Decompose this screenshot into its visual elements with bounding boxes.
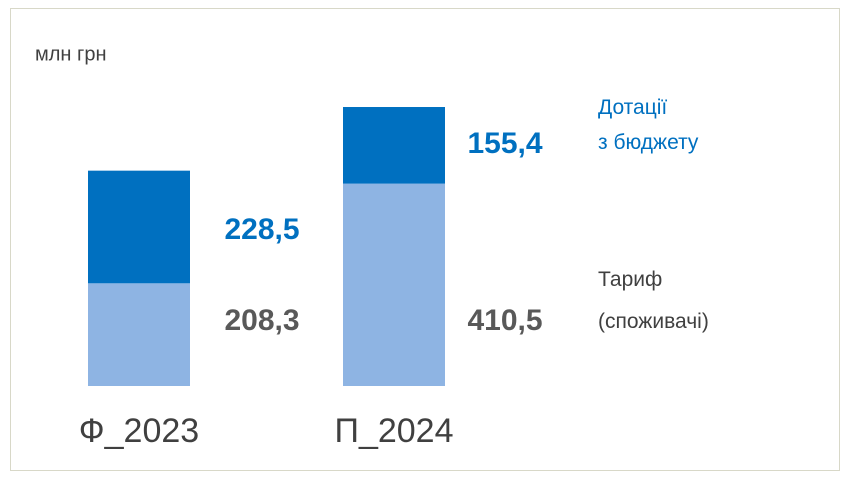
value-label: 208,3 [224, 304, 299, 337]
value-label: 228,5 [224, 213, 299, 246]
unit-label: млн грн [35, 43, 106, 65]
legend-line: з бюджету [598, 131, 699, 154]
x-tick-label: П_2024 [335, 412, 454, 450]
x-tick-label: Ф_2023 [79, 412, 199, 450]
legend-entry: Дотації з бюджету [598, 96, 699, 154]
bar-segment [88, 283, 190, 386]
bar-segment [88, 170, 190, 284]
frame [10, 8, 840, 471]
legend-line: Тариф [598, 268, 662, 291]
legend-line: Дотації [598, 96, 667, 119]
legend-line: (споживачі) [598, 310, 709, 333]
bar-segment [343, 183, 445, 386]
value-label: 155,4 [467, 127, 542, 160]
value-label: 410,5 [467, 304, 542, 337]
bar-segment [343, 107, 445, 184]
legend-entry: Тариф (споживачі) [598, 268, 709, 333]
